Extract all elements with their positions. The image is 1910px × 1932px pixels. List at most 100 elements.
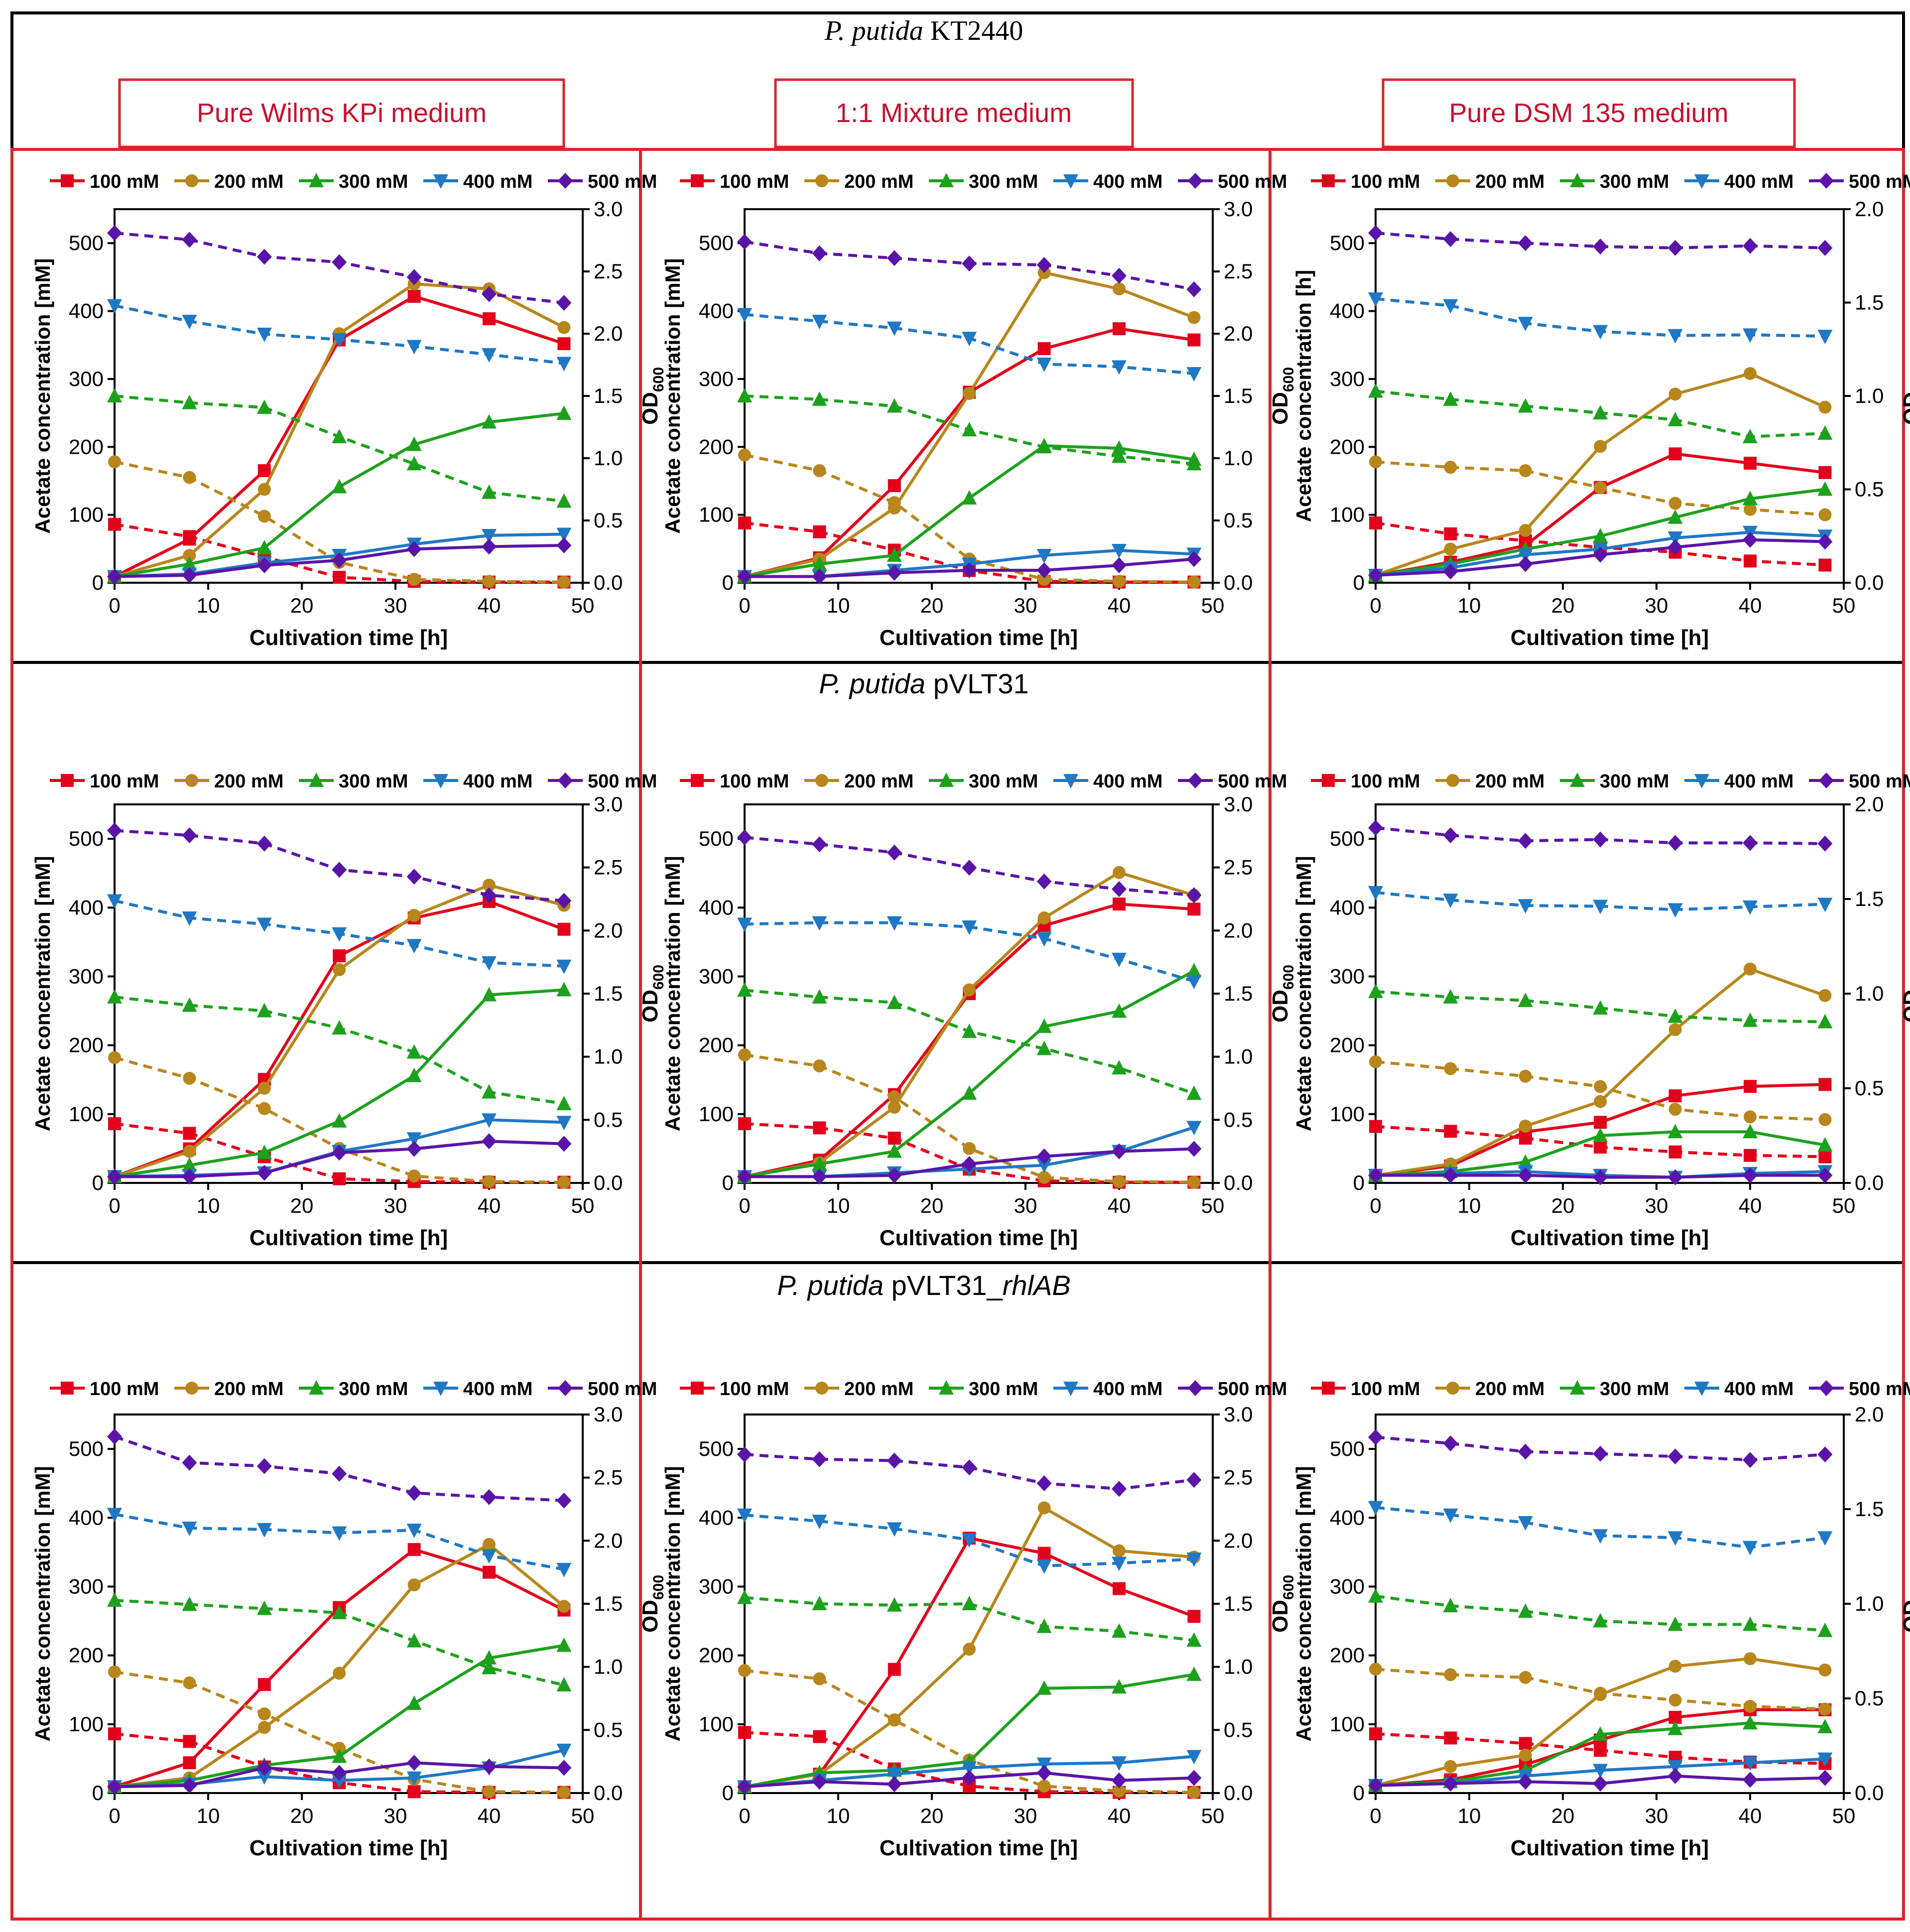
y2-axis-label: OD600 [1268, 1575, 1297, 1633]
acetate-point [1037, 573, 1051, 586]
y2-tick-label: 3.0 [594, 1403, 623, 1426]
acetate-point [813, 1672, 826, 1685]
y-tick-label: 200 [1330, 435, 1365, 458]
od-point [1667, 1720, 1683, 1735]
acetate-point [887, 844, 902, 861]
x-tick-label: 0 [739, 1194, 750, 1217]
acetate-point [1594, 481, 1607, 495]
od-point [1036, 1148, 1052, 1164]
acetate-point [256, 835, 272, 852]
x-tick-label: 20 [290, 594, 314, 617]
acetate-point [738, 448, 751, 462]
x-tick-label: 30 [1014, 1194, 1037, 1217]
od-point [963, 1643, 976, 1656]
acetate-point [1036, 1618, 1052, 1633]
acetate-point [1593, 831, 1608, 848]
od-point [332, 552, 347, 568]
legend-label: 500 mM [1849, 171, 1910, 192]
od-point [1817, 1137, 1833, 1152]
od-point [182, 556, 197, 571]
acetate-point [182, 911, 197, 926]
acetate-point [1036, 932, 1052, 947]
od-point [1817, 1167, 1833, 1183]
legend-marker [1570, 773, 1585, 787]
chart-panel-7: 0 10 20 30 40 5001002003004005000.00.51.01.52… [31, 1379, 667, 1860]
x-tick-label: 50 [1201, 594, 1225, 617]
legend-marker [1819, 173, 1834, 189]
acetate-point [1818, 508, 1832, 521]
acetate-point [256, 327, 272, 342]
chart-panel-5: 0 10 20 30 40 5001002003004005000.00.51.01.52… [661, 771, 1297, 1250]
legend-marker [558, 173, 573, 189]
y2-tick-label: 1.0 [1855, 1592, 1884, 1615]
x-axis-label: Cultivation time [h] [880, 1836, 1078, 1860]
y2-tick-label: 2.0 [1855, 1403, 1884, 1426]
y-tick-label: 0 [722, 1781, 734, 1804]
x-axis-label: Cultivation time [h] [880, 626, 1078, 650]
acetate-point [256, 1458, 272, 1474]
legend-label: 200 mM [1475, 771, 1544, 792]
acetate-point [737, 388, 752, 402]
legend-label: 300 mM [969, 171, 1038, 192]
y2-tick-label: 1.0 [594, 446, 623, 470]
acetate-point [887, 250, 902, 266]
y2-tick-label: 2.5 [1224, 856, 1253, 879]
acetate-point [1817, 1446, 1833, 1463]
acetate-point [962, 1459, 977, 1476]
y2-tick-label: 2.5 [594, 1466, 623, 1489]
acetate-point [1037, 1170, 1051, 1184]
y-tick-label: 200 [69, 1033, 104, 1057]
acetate-point [1368, 886, 1383, 901]
od-point [1443, 1167, 1458, 1183]
legend-label: 400 mM [1093, 1379, 1162, 1400]
x-axis-label: Cultivation time [h] [1511, 1836, 1709, 1860]
acetate-point [1667, 1616, 1683, 1631]
y-tick-label: 400 [699, 896, 734, 919]
y-tick-label: 100 [699, 1712, 734, 1736]
od-point [1744, 367, 1757, 380]
acetate-point [738, 1664, 751, 1677]
acetate-point [963, 1142, 976, 1155]
y2-tick-label: 3.0 [594, 197, 623, 221]
acetate-point [1818, 558, 1832, 572]
y-tick-label: 500 [69, 1437, 104, 1460]
od-point [407, 290, 421, 303]
legend-marker [309, 1380, 324, 1395]
legend-marker [1694, 774, 1709, 788]
od-point [407, 908, 421, 922]
legend-marker [691, 174, 704, 187]
acetate-point [812, 1515, 827, 1530]
acetate-point [406, 269, 422, 285]
row-title-1: P. putida KT2440 [824, 15, 1023, 46]
y-axis-label: Acetate concentration [mM] [661, 258, 684, 533]
acetate-point [887, 994, 902, 1009]
y-tick-label: 300 [1330, 964, 1365, 988]
od-point [1743, 1772, 1758, 1788]
od-point [406, 1067, 422, 1082]
od-point [1593, 1128, 1608, 1142]
y2-tick-label: 2.5 [1224, 1466, 1253, 1489]
y2-tick-label: 0.0 [1855, 1171, 1884, 1194]
medium-box-mixture [774, 78, 1134, 148]
acetate-point [1036, 257, 1052, 273]
od-point [556, 405, 572, 420]
od-point [482, 987, 497, 1002]
acetate-point [257, 1707, 271, 1721]
legend-label: 500 mM [1218, 1379, 1287, 1400]
od-point [1817, 1719, 1833, 1733]
od-point [483, 1538, 496, 1551]
od-point [1187, 902, 1201, 916]
y-tick-label: 500 [699, 231, 734, 255]
y-tick-label: 100 [1330, 503, 1365, 526]
acetate-point [1369, 1727, 1382, 1741]
medium-label-wilms: Pure Wilms KPi medium [197, 98, 487, 128]
acetate-point [1743, 1616, 1758, 1631]
y2-tick-label: 1.0 [1224, 446, 1253, 470]
y-axis-label: Acetate concentration [h] [1292, 270, 1315, 522]
y-tick-label: 100 [699, 503, 734, 526]
legend-label: 300 mM [1600, 771, 1669, 792]
acetate-point [1593, 900, 1608, 914]
legend-marker [1063, 774, 1078, 788]
y2-tick-label: 1.5 [1224, 1592, 1253, 1615]
